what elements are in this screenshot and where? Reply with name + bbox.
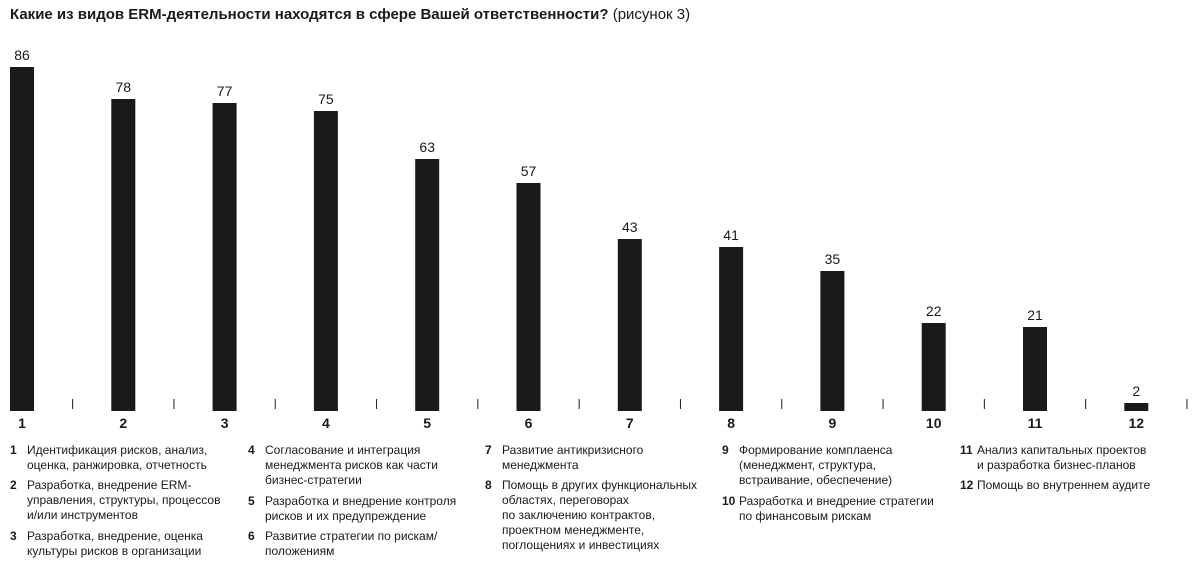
value-label-6: 57 <box>521 163 537 179</box>
bar-3 <box>212 103 237 411</box>
bar-4 <box>313 111 338 411</box>
category-label-7: 7 <box>626 415 634 431</box>
legend-line: по финансовым рискам <box>739 509 872 523</box>
legend-line: Разработка и внедрение контроля <box>265 494 457 508</box>
value-label-5: 63 <box>419 139 435 155</box>
legend-number: 4 <box>248 443 255 457</box>
legend-text: Помощь в других функциональных областях, … <box>502 478 697 553</box>
legend-line: (менеджмент, структура, <box>739 458 876 472</box>
category-label-4: 4 <box>322 415 330 431</box>
value-label-8: 41 <box>723 227 739 243</box>
legend-number: 11 <box>960 443 973 457</box>
legend-number: 9 <box>722 443 729 457</box>
legend-line: рисков и их предупреждение <box>265 509 427 523</box>
legend-text: Разработка, внедрение, оценка культуры ри… <box>27 529 203 559</box>
legend-line: Разработка и внедрение стратегии <box>739 494 934 508</box>
category-label-11: 11 <box>1028 415 1043 431</box>
legend-number: 1 <box>10 443 17 457</box>
bar-12 <box>1124 403 1149 411</box>
category-label-10: 10 <box>926 415 942 431</box>
legend-text: Разработка и внедрение стратегии по финан… <box>739 494 934 524</box>
legend-line: Разработка, внедрение, оценка <box>27 529 203 543</box>
legend-line: Согласование и интеграция <box>265 443 421 457</box>
legend-line: по заключению контрактов, <box>502 508 656 522</box>
legend-line: областях, переговорах <box>502 493 629 507</box>
value-label-10: 22 <box>926 303 942 319</box>
bar-10 <box>921 323 946 411</box>
legend-text: Анализ капитальных проектов и разработка … <box>977 443 1146 473</box>
legend-text: Формирование комплаенса (менеджмент, стру… <box>739 443 892 488</box>
legend-line: проектном менеджменте, <box>502 523 645 537</box>
chart-title: Какие из видов ERM-деятельности находятс… <box>10 6 690 23</box>
bar-5 <box>415 159 440 411</box>
legend-line: Анализ капитальных проектов <box>977 443 1147 457</box>
chart-title-note: (рисунок 3) <box>612 6 691 23</box>
bar-9 <box>820 271 845 411</box>
category-label-3: 3 <box>221 415 229 431</box>
legend-line: поглощениях и инвестициях <box>502 538 660 552</box>
legend-line: положениям <box>265 544 335 558</box>
legend-text: Помощь во внутреннем аудите <box>977 478 1150 493</box>
legend-number: 2 <box>10 478 17 492</box>
value-label-12: 2 <box>1132 383 1140 399</box>
legend-line: Развитие антикризисного <box>502 443 644 457</box>
legend-text: Разработка и внедрение контроля рисков и … <box>265 494 456 524</box>
value-label-1: 86 <box>14 47 30 63</box>
legend-text: Разработка, внедрение ERM-управления, ст… <box>27 478 220 523</box>
legend-line: Помощь во внутреннем аудите <box>977 478 1151 492</box>
legend-text: Согласование и интеграция менеджмента рис… <box>265 443 438 488</box>
legend-line: Помощь в других функциональных <box>502 478 698 492</box>
bar-7 <box>617 239 642 411</box>
value-label-7: 43 <box>622 219 638 235</box>
legend-text: Идентификация рисков, анализ, оценка, ран… <box>27 443 207 473</box>
value-label-11: 21 <box>1027 307 1043 323</box>
legend-line: культуры рисков в организации <box>27 544 202 558</box>
bar-11 <box>1023 327 1047 411</box>
value-label-3: 77 <box>217 83 233 99</box>
legend-text: Развитие антикризисного менеджмента <box>502 443 643 473</box>
bar-chart: 86 1 78 2 77 3 75 4 63 5 57 6 43 7 41 8 35 9 22 10 21 11 2 12 <box>10 47 1188 431</box>
chart-title-bold: Какие из видов ERM-деятельности находятс… <box>10 6 609 23</box>
category-label-6: 6 <box>525 415 533 431</box>
legend-line: встраивание, обеспечение) <box>739 473 893 487</box>
legend-number: 10 <box>722 494 736 508</box>
legend-line: Идентификация рисков, анализ, <box>27 443 208 457</box>
bar-8 <box>719 247 744 411</box>
bar-6 <box>516 183 541 411</box>
legend-line: менеджмента рисков как части <box>265 458 438 472</box>
legend-number: 12 <box>960 478 974 492</box>
category-label-12: 12 <box>1129 415 1145 431</box>
legend-number: 6 <box>248 529 255 543</box>
category-label-1: 1 <box>18 415 26 431</box>
legend-line: бизнес-стратегии <box>265 473 362 487</box>
legend-line: Разработка, внедрение ERM- <box>27 478 192 492</box>
legend-line: менеджмента <box>502 458 579 472</box>
category-label-9: 9 <box>829 415 837 431</box>
legend-line: Формирование комплаенса <box>739 443 893 457</box>
legend-text: Развитие стратегии по рискам/положениям <box>265 529 437 559</box>
legend-line: оценка, ранжировка, отчетность <box>27 458 207 472</box>
legend-line: и/или инструментов <box>27 508 138 522</box>
category-label-8: 8 <box>727 415 735 431</box>
value-label-4: 75 <box>318 91 334 107</box>
bar-1 <box>10 67 34 411</box>
category-label-2: 2 <box>119 415 127 431</box>
legend-number: 5 <box>248 494 255 508</box>
legend-line: и разработка бизнес-планов <box>977 458 1136 472</box>
legend-line: управления, структуры, процессов <box>27 493 221 507</box>
value-label-2: 78 <box>116 79 132 95</box>
legend-number: 7 <box>485 443 492 457</box>
bar-2 <box>111 99 136 411</box>
value-label-9: 35 <box>825 251 841 267</box>
category-label-5: 5 <box>423 415 431 431</box>
legend-line: Развитие стратегии по рискам/ <box>265 529 438 543</box>
legend-number: 8 <box>485 478 492 492</box>
legend-number: 3 <box>10 529 17 543</box>
legend: 1 Идентификация рисков, анализ, оценка, ра… <box>0 440 1200 576</box>
